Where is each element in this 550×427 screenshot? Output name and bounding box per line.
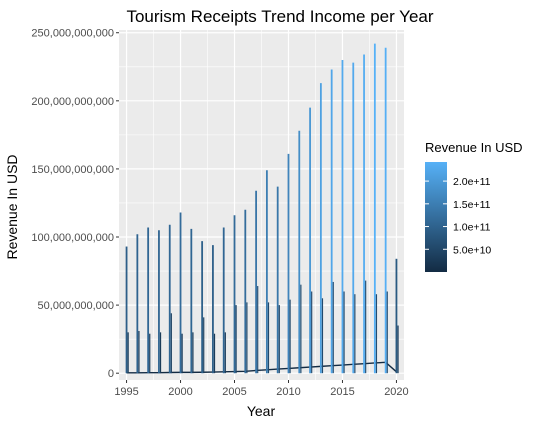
- y-tick-label: 250,000,000,000: [31, 28, 114, 40]
- y-tick-label: 150,000,000,000: [31, 164, 114, 176]
- y-axis-title: Revenue In USD: [4, 154, 20, 259]
- legend: Revenue In USD 5.0e+10 1.0e+11 1.5e+11 2.0e…: [425, 140, 523, 272]
- x-axis: 1995 2000 2005 2010 2015 2020: [114, 380, 408, 398]
- y-axis: 0 50,000,000,000 100,000,000,000 150,000,00…: [31, 28, 119, 380]
- x-tick-label: 2020: [384, 386, 408, 398]
- y-tick-label: 200,000,000,000: [31, 96, 114, 108]
- chart-title: Tourism Receipts Trend Income per Year: [126, 7, 433, 26]
- legend-tick-label: 1.0e+11: [453, 222, 491, 234]
- y-tick-label: 0: [108, 368, 114, 380]
- x-tick-label: 1995: [114, 386, 138, 398]
- x-tick-label: 2000: [168, 386, 192, 398]
- x-tick-label: 2005: [222, 386, 246, 398]
- legend-tick-label: 2.0e+11: [453, 176, 491, 188]
- y-tick-label: 50,000,000,000: [38, 300, 114, 312]
- legend-tick-label: 5.0e+10: [453, 244, 491, 256]
- x-axis-title: Year: [247, 403, 276, 419]
- x-tick-label: 2015: [330, 386, 354, 398]
- legend-title: Revenue In USD: [425, 140, 523, 155]
- x-tick-label: 2010: [276, 386, 300, 398]
- legend-tick-label: 1.5e+11: [453, 199, 491, 211]
- y-tick-label: 100,000,000,000: [31, 232, 114, 244]
- legend-colorbar: [425, 162, 447, 272]
